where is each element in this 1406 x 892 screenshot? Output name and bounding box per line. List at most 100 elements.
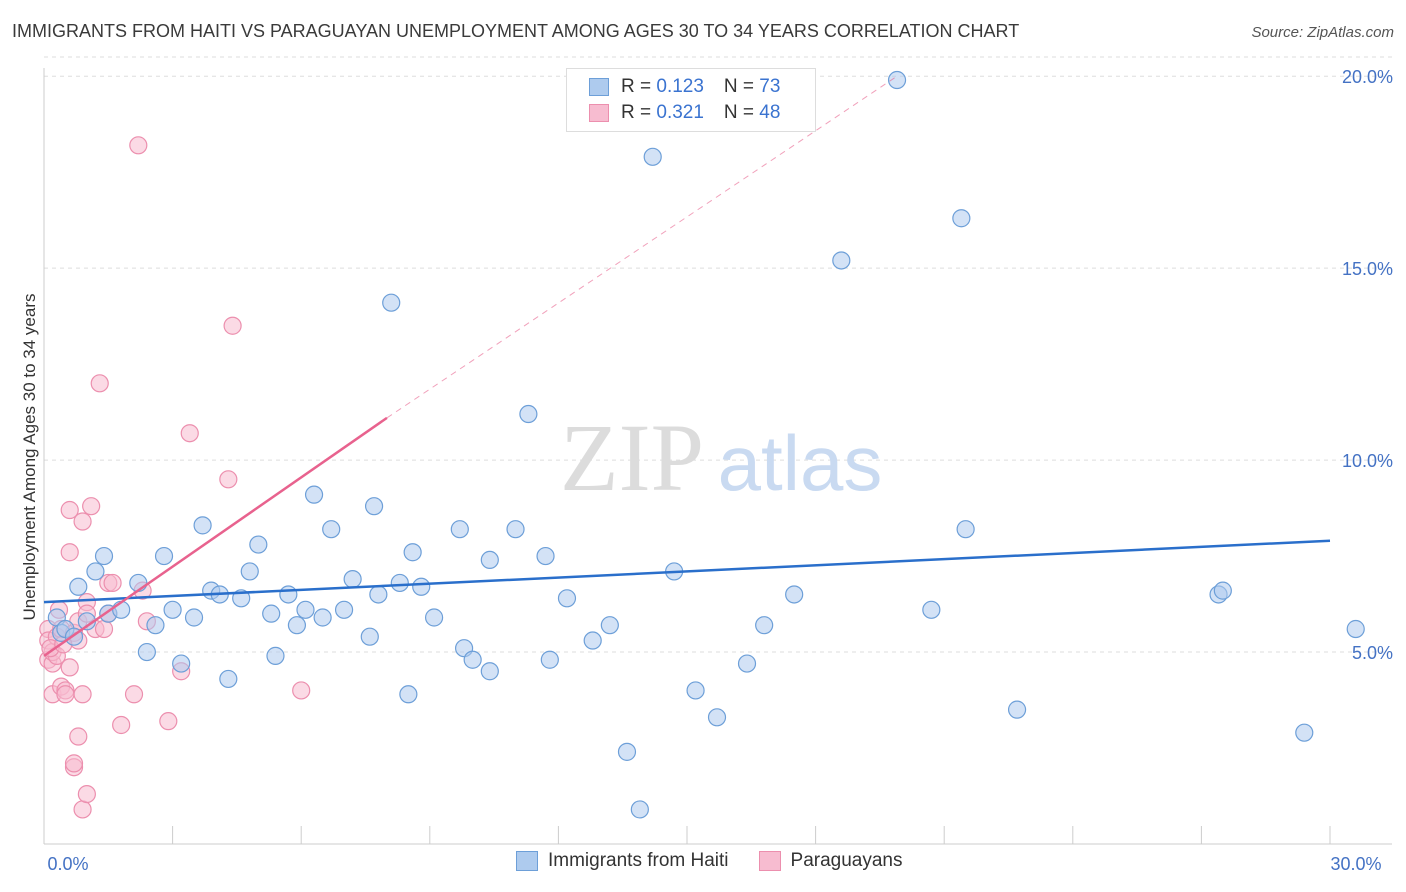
- paraguayans-point: [112, 715, 131, 735]
- paraguayans-legend-label: Paraguayans: [790, 850, 903, 871]
- paraguayans-trend-line: [43, 416, 388, 657]
- x-tick-label: 0.0%: [47, 854, 88, 874]
- paraguayans-point: [90, 374, 109, 393]
- paraguayans-point: [180, 424, 199, 443]
- series-legend: Immigrants from Haiti Paraguayans: [516, 850, 933, 872]
- haiti-point: [172, 654, 191, 673]
- haiti-point: [399, 685, 418, 704]
- haiti-point: [163, 600, 182, 619]
- haiti-point: [480, 662, 499, 681]
- haiti-point: [412, 577, 431, 596]
- haiti-point: [403, 543, 422, 562]
- haiti-point: [600, 616, 619, 635]
- haiti-point: [536, 546, 555, 566]
- watermark-zip: ZIP: [560, 404, 704, 511]
- paraguayans-point: [82, 497, 101, 516]
- paraguayans-point: [124, 685, 144, 704]
- series-haiti: [47, 70, 1365, 819]
- y-tick-label: 5.0%: [1352, 643, 1393, 663]
- paraguayans-point: [94, 619, 114, 639]
- haiti-point: [630, 800, 649, 819]
- r-label: R =: [621, 76, 657, 97]
- haiti-point: [334, 600, 354, 619]
- haiti-point: [617, 742, 637, 761]
- haiti-point: [279, 585, 298, 604]
- haiti-point: [450, 520, 469, 539]
- watermark-atlas: atlas: [718, 419, 883, 507]
- haiti-point: [262, 604, 281, 623]
- paraguayans-point: [60, 543, 79, 562]
- haiti-point: [193, 516, 212, 535]
- haiti-point: [952, 209, 971, 228]
- paraguayans-point: [60, 500, 79, 520]
- correlation-legend: R = 0.123 N = 73 R = 0.321 N = 48: [566, 68, 816, 132]
- n-label: N =: [723, 102, 760, 123]
- paraguayans-point: [69, 727, 88, 746]
- tick-labels: 5.0% 10.0% 15.0% 20.0% 0.0% 30.0%: [47, 67, 1393, 874]
- haiti-point: [360, 627, 379, 646]
- haiti-point: [69, 577, 88, 596]
- haiti-r-value: 0.123: [656, 76, 704, 97]
- haiti-legend-label: Immigrants from Haiti: [548, 850, 729, 871]
- haiti-n-value: 73: [759, 76, 781, 97]
- watermark: ZIP atlas: [560, 404, 882, 511]
- legend-row-paraguayans: R = 0.321 N = 48: [589, 101, 780, 125]
- haiti-point: [956, 520, 975, 539]
- haiti-point: [154, 546, 174, 566]
- haiti-point: [480, 550, 499, 570]
- series-paraguayans: [39, 136, 311, 819]
- haiti-point: [519, 404, 538, 424]
- paraguayans-point: [103, 573, 122, 593]
- paraguayans-point: [219, 470, 238, 489]
- paraguayans-point: [64, 754, 84, 773]
- haiti-point: [184, 608, 204, 627]
- legend-item-haiti[interactable]: Immigrants from Haiti: [516, 850, 729, 872]
- trend-lines: [43, 75, 1331, 657]
- haiti-point: [364, 497, 384, 516]
- paraguayans-point: [60, 658, 79, 677]
- paraguayans-point: [129, 136, 148, 155]
- paraguayans-r-value: 0.321: [656, 102, 704, 123]
- haiti-point: [343, 570, 362, 589]
- haiti-point: [369, 585, 388, 604]
- paraguayans-point: [73, 800, 92, 819]
- haiti-point: [94, 546, 114, 566]
- haiti-trend-line: [43, 539, 1331, 604]
- haiti-point: [390, 573, 409, 593]
- haiti-point: [686, 681, 705, 700]
- haiti-point: [129, 573, 148, 593]
- paraguayans-point: [73, 685, 92, 704]
- legend-item-paraguayans[interactable]: Paraguayans: [758, 850, 903, 872]
- haiti-point: [266, 646, 285, 665]
- haiti-point: [382, 293, 401, 312]
- axes: [43, 68, 1392, 845]
- haiti-point: [1295, 723, 1314, 742]
- y-tick-label: 15.0%: [1342, 259, 1393, 279]
- paraguayans-n-value: 48: [759, 102, 781, 123]
- haiti-point: [86, 562, 105, 581]
- haiti-point: [304, 485, 324, 504]
- paraguayans-swatch: [589, 104, 609, 122]
- haiti-point: [322, 520, 341, 539]
- paraguayans-point: [223, 316, 242, 335]
- haiti-point: [463, 650, 482, 669]
- paraguayans-point: [159, 712, 178, 731]
- haiti-point: [424, 608, 444, 627]
- haiti-point: [137, 642, 156, 662]
- haiti-legend-swatch: [516, 851, 538, 871]
- x-tick-label: 30.0%: [1330, 854, 1381, 874]
- grid-lines: [44, 56, 1392, 653]
- haiti-point: [296, 600, 315, 619]
- haiti-point: [240, 562, 259, 581]
- haiti-point: [785, 585, 804, 604]
- paraguayans-point: [292, 681, 311, 700]
- haiti-point: [112, 600, 131, 619]
- haiti-point: [922, 600, 941, 619]
- haiti-point: [643, 147, 662, 166]
- r-label: R =: [621, 102, 657, 123]
- haiti-point: [1213, 581, 1232, 600]
- haiti-point: [832, 251, 851, 270]
- haiti-point: [557, 589, 577, 608]
- chart-title: IMMIGRANTS FROM HAITI VS PARAGUAYAN UNEM…: [12, 21, 1020, 41]
